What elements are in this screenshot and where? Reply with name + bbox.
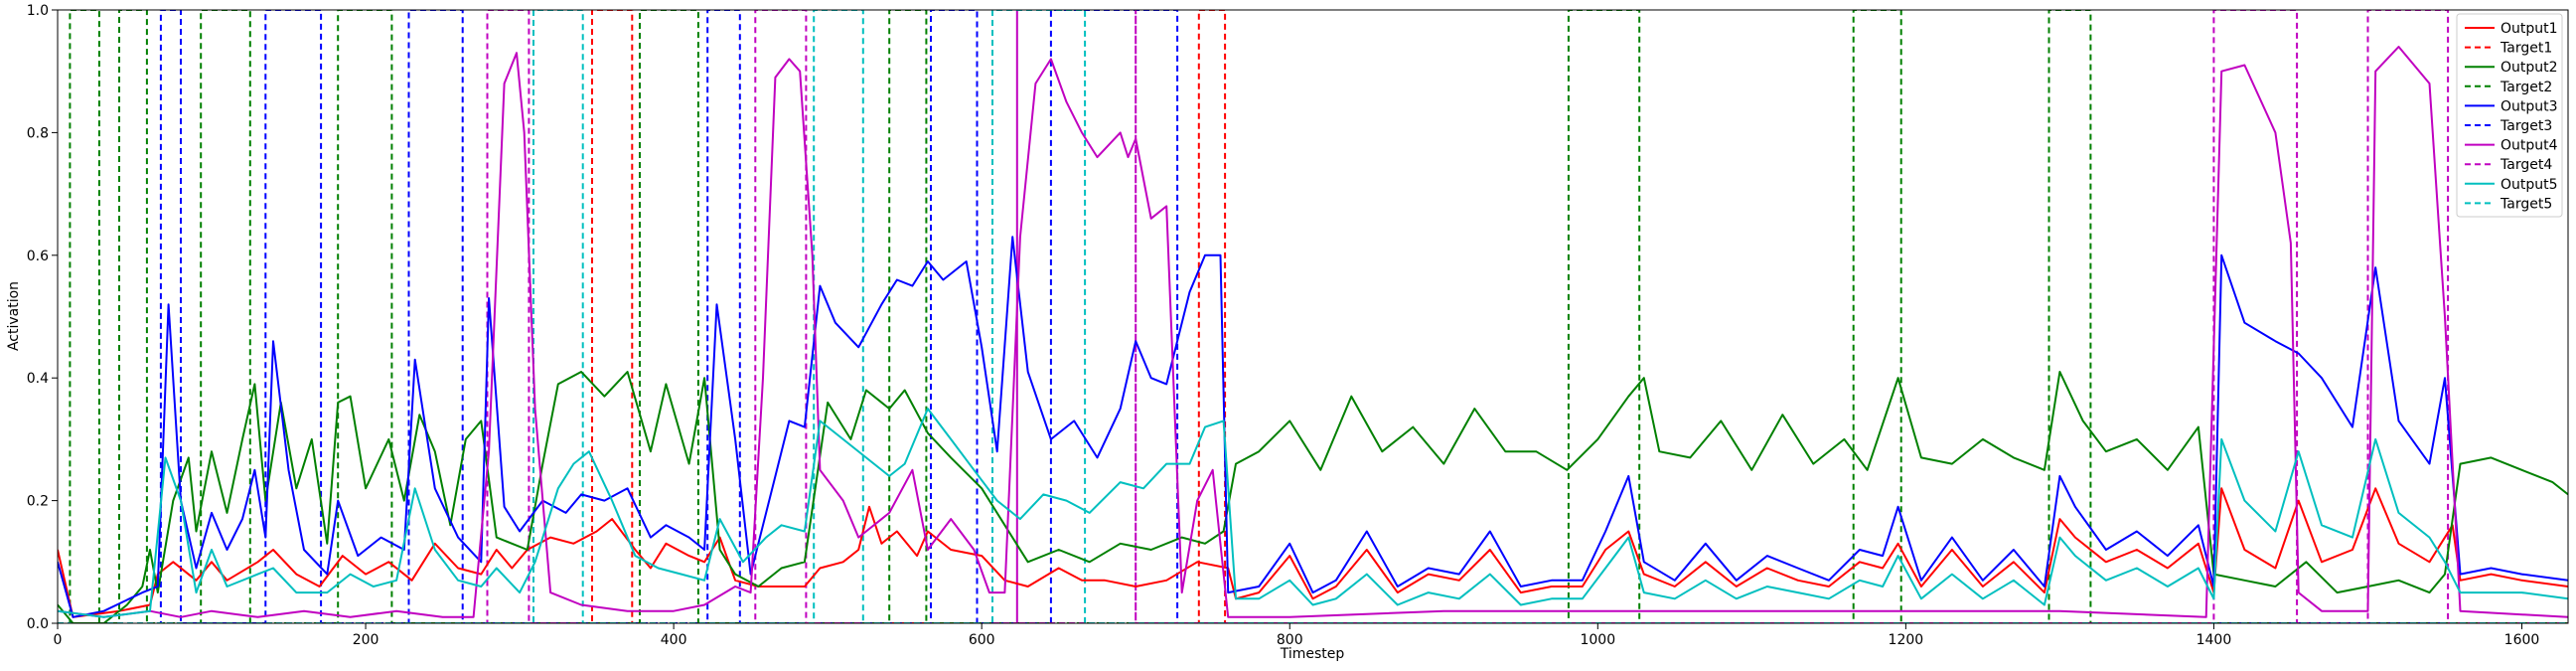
x-tick-label: 800 bbox=[1277, 632, 1303, 648]
x-tick-label: 200 bbox=[353, 632, 379, 648]
x-tick-label: 1000 bbox=[1580, 632, 1615, 648]
x-tick-label: 600 bbox=[969, 632, 995, 648]
x-tick-label: 1600 bbox=[2504, 632, 2540, 648]
series-line-output2 bbox=[58, 371, 2568, 623]
y-tick-label: 0.8 bbox=[27, 125, 49, 141]
axes-layer: 0 200 400 600 800 1000 1200 1400 1600 0.0 0.2 0.4 0.… bbox=[27, 3, 2540, 648]
legend-label-target4: Target4 bbox=[2500, 157, 2552, 173]
legend: Output1 Target1 Output2 Target2 Output3 Targe… bbox=[2456, 13, 2563, 218]
legend-label-target3: Target3 bbox=[2500, 118, 2552, 134]
legend-label-output3: Output3 bbox=[2500, 98, 2558, 114]
x-tick-label: 0 bbox=[54, 632, 63, 648]
series-line-output5 bbox=[58, 408, 2568, 618]
y-axis-label: Activation bbox=[6, 281, 22, 351]
x-tick-label: 400 bbox=[661, 632, 687, 648]
x-tick-label: 1400 bbox=[2197, 632, 2232, 648]
legend-label-output2: Output2 bbox=[2500, 60, 2558, 76]
y-tick-label: 0.2 bbox=[27, 494, 49, 510]
legend-label-output1: Output1 bbox=[2500, 21, 2558, 37]
series-line-target1 bbox=[58, 10, 2568, 623]
legend-box bbox=[2456, 13, 2563, 218]
legend-label-target2: Target2 bbox=[2500, 80, 2552, 95]
x-tick-label: 1200 bbox=[1889, 632, 1924, 648]
x-axis-label: Timestep bbox=[1280, 646, 1345, 662]
y-tick-label: 1.0 bbox=[27, 3, 49, 19]
legend-label-output5: Output5 bbox=[2500, 177, 2558, 193]
series-line-output1 bbox=[58, 487, 2568, 618]
series-line-target4 bbox=[58, 10, 2568, 623]
legend-label-target5: Target5 bbox=[2500, 196, 2552, 212]
y-tick-label: 0.0 bbox=[27, 616, 49, 632]
legend-label-target1: Target1 bbox=[2500, 41, 2552, 57]
series-line-output4 bbox=[58, 46, 2568, 618]
plot-background bbox=[58, 10, 2568, 623]
plot-frame bbox=[57, 9, 2569, 624]
y-tick-label: 0.6 bbox=[27, 249, 49, 264]
y-tick-label: 0.4 bbox=[27, 371, 49, 387]
series-line-output3 bbox=[58, 236, 2568, 618]
legend-label-output4: Output4 bbox=[2500, 138, 2558, 154]
series-layer bbox=[58, 10, 2568, 623]
